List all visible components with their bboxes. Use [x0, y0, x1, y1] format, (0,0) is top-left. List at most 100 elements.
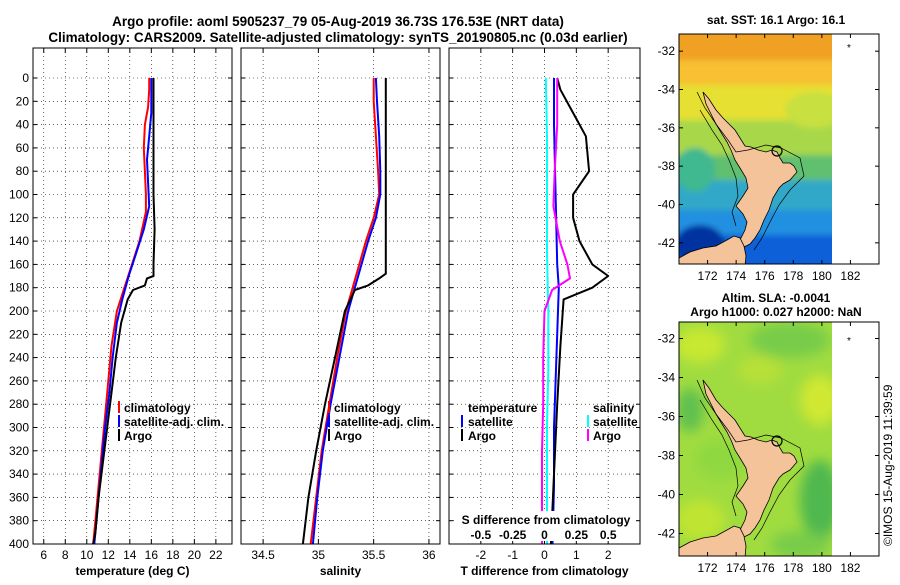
legend-label-argo: Argo	[334, 429, 362, 443]
y-tick-label: 320	[9, 444, 29, 458]
legend-label-climatology: climatology	[334, 401, 401, 415]
sst-map-title: sat. SST: 16.1 Argo: 16.1	[707, 13, 846, 27]
sla-map-frame	[678, 321, 880, 557]
x-tick-label: 6	[40, 548, 47, 562]
sst-contour-west	[699, 109, 739, 227]
salinity-legend: climatology satellite-adj. clim. Argo	[328, 401, 434, 443]
x-tick-label: 34.5	[251, 548, 275, 562]
y-tick-label: 100	[9, 188, 29, 202]
y-tick-label: 260	[9, 374, 29, 388]
y-tick-label: 200	[9, 304, 29, 318]
difference-legend: temperature satellite Argo salinity sate…	[461, 401, 638, 443]
x-tick-label: 35	[312, 548, 326, 562]
y-tick-label: 80	[16, 164, 30, 178]
sla-map-axes: -32 -34 -36 -38 -40 -42 172 174 176 178 180 182	[658, 322, 879, 575]
sla-blob-8	[770, 531, 830, 556]
legend-label-climatology: climatology	[124, 401, 191, 415]
sla-blob-4	[679, 388, 704, 432]
y-tick-label: 340	[9, 467, 29, 481]
s-tick-label: 0.5	[600, 528, 617, 542]
plot-frame	[448, 47, 641, 545]
map-y-tick-label: -36	[658, 410, 676, 424]
y-tick-label: 280	[9, 397, 29, 411]
sst-profile-marker	[771, 145, 783, 157]
x-axis-label: temperature (deg C)	[75, 564, 189, 578]
y-tick-label: 120	[9, 211, 29, 225]
sla-blob-2	[750, 322, 830, 358]
y-tick-label: 40	[16, 118, 30, 132]
series-line-argo	[301, 78, 387, 544]
sla-blob-9	[738, 356, 782, 384]
map-x-tick-label: 172	[698, 269, 718, 283]
x-tick-label: 36	[422, 548, 436, 562]
map-y-tick-label: -38	[658, 159, 676, 173]
series-group	[92, 78, 156, 544]
sla-no-data-east	[832, 322, 834, 556]
legend-heading-temperature: temperature	[468, 401, 538, 415]
map-y-tick-label: -34	[658, 371, 676, 385]
s-tick-label: -0.25	[499, 528, 527, 542]
y-tick-label: 0	[22, 71, 29, 85]
map-y-tick-label: -42	[658, 527, 676, 541]
y-tick-label: 20	[16, 94, 30, 108]
map-x-tick-label: 178	[783, 269, 803, 283]
series-line-satellite-adj-clim-	[93, 78, 153, 544]
figure-title-line1: Argo profile: aoml 5905237_79 05-Aug-201…	[112, 14, 564, 29]
series-line-salinity-satellite	[544, 77, 550, 544]
s-difference-axis-label: S difference from climatology	[462, 513, 631, 527]
sla-blob-7	[679, 500, 725, 540]
map-x-tick-label: 176	[755, 269, 775, 283]
y-tick-label: 400	[9, 537, 29, 551]
s-tick-label: 0	[541, 528, 548, 542]
map-x-tick-label: 182	[840, 269, 860, 283]
map-y-tick-label: -42	[658, 236, 676, 250]
legend-heading-salinity: salinity	[593, 401, 635, 415]
sla-profile-marker	[771, 435, 783, 447]
y-tick-label: 140	[9, 234, 29, 248]
map-x-tick-label: 182	[840, 561, 860, 575]
series-line-salinity-argo	[541, 78, 571, 544]
map-x-tick-label: 180	[812, 269, 832, 283]
x-tick-label: 14	[123, 548, 137, 562]
map-y-tick-label: -40	[658, 488, 676, 502]
series-line-satellite-adj-clim-	[311, 77, 382, 544]
x-tick-label: 1	[573, 548, 580, 562]
map-x-tick-label: 176	[755, 561, 775, 575]
x-axis-label: salinity	[320, 564, 362, 578]
x-tick-label: -1	[507, 548, 518, 562]
sla-map	[679, 322, 834, 556]
map-y-tick-label: -40	[658, 198, 676, 212]
map-x-tick-label: 174	[726, 269, 746, 283]
sla-asterisk: *	[847, 336, 851, 347]
sst-asterisk: *	[847, 43, 851, 54]
x-tick-label: 35.5	[362, 548, 386, 562]
series-line-temperature-argo	[549, 77, 610, 544]
x-tick-label: 22	[209, 548, 223, 562]
s-tick-label: 0.25	[565, 528, 589, 542]
sst-map	[679, 34, 834, 264]
sla-blob-6	[800, 460, 834, 540]
y-tick-label: 160	[9, 257, 29, 271]
s-difference-axis-ticks: -0.5 -0.25 0 0.25 0.5	[470, 528, 616, 542]
y-tick-label: 240	[9, 351, 29, 365]
sla-land-south-island	[679, 525, 747, 556]
plot-frame	[32, 47, 233, 545]
s-tick-label: -0.5	[470, 528, 491, 542]
figure-title-line2: Climatology: CARS2009. Satellite-adjuste…	[48, 30, 627, 45]
sst-no-data-east	[832, 34, 834, 264]
difference-panel: -2 -1 0 1 2 T difference from climatology	[448, 47, 641, 578]
x-axis-label: T difference from climatology	[460, 564, 628, 578]
sla-blob-3	[800, 375, 834, 425]
legend-label-satellite: satellite-adj. clim.	[334, 415, 434, 429]
legend-label-satellite: satellite-adj. clim.	[124, 415, 224, 429]
legend-label-argo: Argo	[124, 429, 152, 443]
temperature-legend: climatology satellite-adj. clim. Argo	[118, 401, 224, 443]
map-x-tick-label: 180	[812, 561, 832, 575]
x-tick-label: -2	[475, 548, 486, 562]
x-tick-label: 18	[166, 548, 180, 562]
imos-stamp: ©IMOS 15-Aug-2019 11:39:59	[881, 384, 895, 546]
map-x-tick-label: 174	[726, 561, 746, 575]
y-tick-label: 300	[9, 421, 29, 435]
x-tick-label: 20	[188, 548, 202, 562]
